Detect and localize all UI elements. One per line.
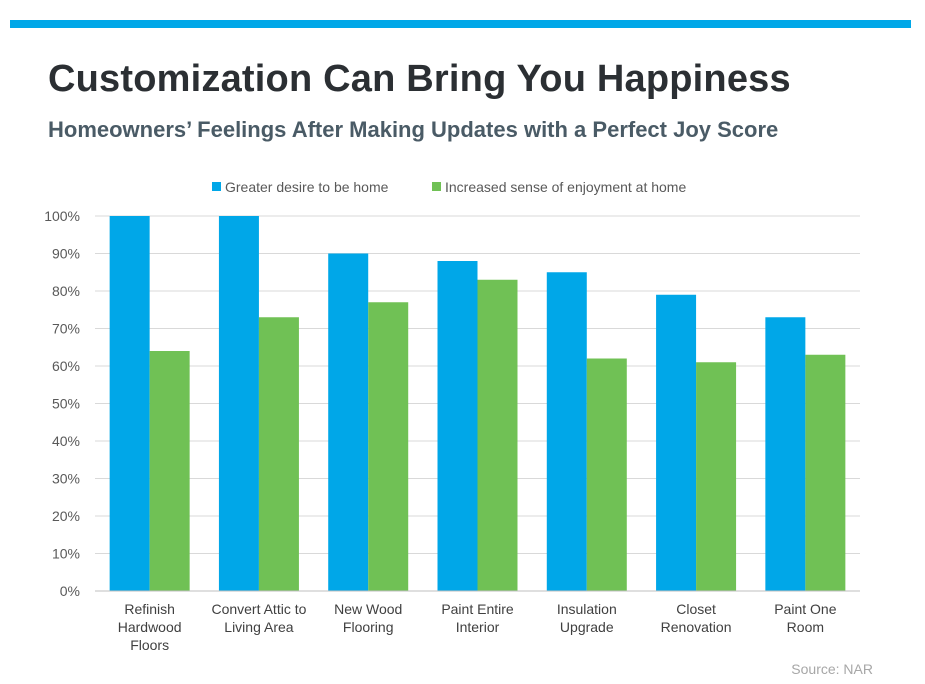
y-tick-label: 60% <box>52 358 80 374</box>
bar <box>805 354 846 591</box>
source-note: Source: NAR <box>791 661 873 677</box>
y-tick-label: 100% <box>44 208 80 224</box>
bar <box>765 317 806 591</box>
y-tick-label: 90% <box>52 246 80 262</box>
y-tick-label: 50% <box>52 396 80 412</box>
bar <box>586 358 627 591</box>
y-tick-label: 70% <box>52 321 80 337</box>
x-tick-label: Closet Renovation <box>661 601 732 635</box>
chart-subtitle: Homeowners’ Feelings After Making Update… <box>48 117 779 142</box>
x-axis: Refinish Hardwood Floors Convert Attic to Li… <box>95 590 860 653</box>
bar <box>656 294 697 591</box>
bar <box>437 261 478 591</box>
header-accent-bar <box>10 20 911 28</box>
x-tick-label: Paint Entire Interior <box>441 601 514 635</box>
bar <box>149 351 190 591</box>
x-tick-label: Insulation Upgrade <box>557 601 617 635</box>
bar <box>368 302 409 591</box>
bar <box>546 272 587 591</box>
bar <box>328 253 369 591</box>
chart-title: Customization Can Bring You Happiness <box>48 58 791 100</box>
legend-label: Greater desire to be home <box>225 179 389 195</box>
y-tick-label: 10% <box>52 546 80 562</box>
x-tick-label: New Wood Flooring <box>334 601 402 635</box>
y-tick-label: 30% <box>52 471 80 487</box>
y-tick-label: 80% <box>52 283 80 299</box>
y-tick-label: 20% <box>52 508 80 524</box>
x-tick-label: Convert Attic to Living Area <box>211 601 306 635</box>
bar <box>109 216 150 591</box>
x-tick-label: Paint One Room <box>774 601 836 635</box>
legend-swatch <box>212 182 221 191</box>
bar <box>477 279 518 591</box>
y-axis: 0% 10% 20% 30% 40% 50% 60% 70% 80% 90% 100% <box>44 208 80 599</box>
legend: Greater desire to be home Increased sense… <box>212 179 686 195</box>
bar <box>696 362 737 591</box>
y-tick-label: 40% <box>52 433 80 449</box>
bar <box>218 216 259 591</box>
legend-label: Increased sense of enjoyment at home <box>445 179 686 195</box>
x-tick-label: Refinish Hardwood Floors <box>118 601 182 653</box>
bar <box>258 317 299 591</box>
legend-swatch <box>432 182 441 191</box>
y-tick-label: 0% <box>60 583 80 599</box>
bars <box>109 216 846 591</box>
